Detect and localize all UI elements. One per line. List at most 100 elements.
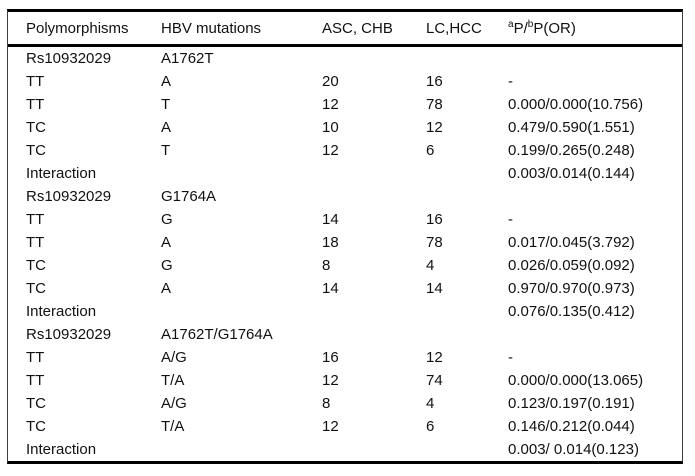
cell-p-or: - xyxy=(508,211,513,228)
table-row: Rs10932029 G1764A xyxy=(8,185,682,208)
cell-asc-chb xyxy=(322,323,426,346)
cell-polymorphisms: TT xyxy=(26,349,45,366)
table-row: TT A 18 78 0.017/0.045(3.792) xyxy=(8,231,682,254)
cell-asc-chb xyxy=(322,300,426,323)
cell-p-or: - xyxy=(508,349,513,366)
table-row: Interaction 0.003/ 0.014(0.123) xyxy=(8,438,682,461)
cell-asc-chb: 8 xyxy=(322,257,331,274)
table-row: Rs10932029 A1762T xyxy=(8,46,682,71)
cell-lc-hcc: 78 xyxy=(426,96,443,113)
cell-lc-hcc: 4 xyxy=(426,395,435,412)
cell-polymorphisms: TT xyxy=(26,211,45,228)
cell-polymorphisms: Interaction xyxy=(26,303,97,320)
cell-lc-hcc xyxy=(426,185,508,208)
table-row: TT T/A 12 74 0.000/0.000(13.065) xyxy=(8,369,682,392)
cell-polymorphisms: TC xyxy=(26,142,46,159)
cell-lc-hcc: 12 xyxy=(426,119,443,136)
cell-polymorphisms: TC xyxy=(26,418,46,435)
table-row: TT A/G 16 12 - xyxy=(8,346,682,369)
cell-hbv-mutations: A/G xyxy=(161,349,187,366)
cell-hbv-mutations: T/A xyxy=(161,418,185,435)
cell-lc-hcc xyxy=(426,438,508,461)
cell-p-or: 0.000/0.000(10.756) xyxy=(508,96,644,113)
col-header-hbv-mutations: HBV mutations xyxy=(161,12,322,47)
cell-hbv-mutations xyxy=(161,300,322,323)
cell-asc-chb: 10 xyxy=(322,119,339,136)
cell-lc-hcc: 6 xyxy=(426,142,435,159)
cell-p-or: 0.003/ 0.014(0.123) xyxy=(508,441,639,458)
p-or-text-1: P/ xyxy=(513,19,528,37)
cell-hbv-mutations: A xyxy=(161,280,172,297)
cell-lc-hcc xyxy=(426,323,508,346)
cell-lc-hcc: 6 xyxy=(426,418,435,435)
table-row: Interaction 0.003/0.014(0.144) xyxy=(8,162,682,185)
cell-polymorphisms: Interaction xyxy=(26,441,97,458)
cell-p-or: 0.123/0.197(0.191) xyxy=(508,395,635,412)
cell-hbv-mutations: A xyxy=(161,73,172,90)
cell-hbv-mutations: A xyxy=(161,119,172,136)
table-row: TT G 14 16 - xyxy=(8,208,682,231)
col-header-polymorphisms: Polymorphisms xyxy=(8,12,161,47)
cell-asc-chb: 14 xyxy=(322,280,339,297)
cell-asc-chb xyxy=(322,46,426,71)
header-row: Polymorphisms HBV mutations ASC, CHB LC,… xyxy=(8,12,682,47)
cell-p-or xyxy=(508,185,682,208)
p-or-text-2: P(OR) xyxy=(533,19,576,37)
cell-polymorphisms: TC xyxy=(26,119,46,136)
cell-asc-chb: 16 xyxy=(322,349,339,366)
cell-p-or: 0.003/0.014(0.144) xyxy=(508,165,635,182)
cell-p-or: 0.000/0.000(13.065) xyxy=(508,372,644,389)
cell-asc-chb xyxy=(322,438,426,461)
cell-hbv-mutations: G xyxy=(161,257,173,274)
col-header-p-or: aP/bP(OR) xyxy=(508,12,682,47)
superscript-b: b xyxy=(527,18,534,30)
cell-asc-chb: 14 xyxy=(322,211,339,228)
col-header-lc-hcc: LC,HCC xyxy=(426,12,508,47)
cell-polymorphisms: Rs10932029 xyxy=(26,326,112,343)
cell-p-or: 0.970/0.970(0.973) xyxy=(508,280,635,297)
cell-hbv-mutations: A/G xyxy=(161,395,187,412)
cell-lc-hcc: 12 xyxy=(426,349,443,366)
cell-hbv-mutations: A1762T/G1764A xyxy=(161,326,273,343)
table-row: TC A 14 14 0.970/0.970(0.973) xyxy=(8,277,682,300)
polymorphism-mutation-table: Polymorphisms HBV mutations ASC, CHB LC,… xyxy=(8,12,682,461)
cell-p-or: 0.479/0.590(1.551) xyxy=(508,119,635,136)
cell-lc-hcc xyxy=(426,300,508,323)
cell-lc-hcc: 74 xyxy=(426,372,443,389)
table-row: TC G 8 4 0.026/0.059(0.092) xyxy=(8,254,682,277)
cell-p-or xyxy=(508,46,682,71)
table-row: TC A/G 8 4 0.123/0.197(0.191) xyxy=(8,392,682,415)
table-body: Rs10932029 A1762T TT A 20 16- TT T 12 78 0.000/0.0… xyxy=(8,46,682,462)
cell-asc-chb: 12 xyxy=(322,96,339,113)
cell-asc-chb: 12 xyxy=(322,142,339,159)
cell-lc-hcc xyxy=(426,46,508,71)
table-row: TT A 20 16 - xyxy=(8,70,682,93)
table-row: TC A 10 12 0.479/0.590(1.551) xyxy=(8,116,682,139)
cell-lc-hcc: 16 xyxy=(426,73,443,90)
table-row: TT T 12 78 0.000/0.000(10.756) xyxy=(8,93,682,116)
cell-lc-hcc: 16 xyxy=(426,211,443,228)
cell-p-or: 0.199/0.265(0.248) xyxy=(508,142,635,159)
cell-p-or: 0.017/0.045(3.792) xyxy=(508,234,635,251)
cell-p-or: 0.076/0.135(0.412) xyxy=(508,303,635,320)
statistics-table: Polymorphisms HBV mutations ASC, CHB LC,… xyxy=(7,9,683,464)
cell-p-or: 0.026/0.059(0.092) xyxy=(508,257,635,274)
table-row: Rs10932029 A1762T/G1764A xyxy=(8,323,682,346)
cell-asc-chb xyxy=(322,185,426,208)
cell-hbv-mutations: A xyxy=(161,234,172,251)
cell-p-or xyxy=(508,323,682,346)
cell-hbv-mutations xyxy=(161,162,322,185)
cell-polymorphisms: Interaction xyxy=(26,165,97,182)
cell-asc-chb: 8 xyxy=(322,395,331,412)
cell-hbv-mutations: A1762T xyxy=(161,50,214,67)
cell-polymorphisms: TC xyxy=(26,395,46,412)
cell-polymorphisms: TT xyxy=(26,234,45,251)
cell-polymorphisms: TT xyxy=(26,96,45,113)
cell-polymorphisms: Rs10932029 xyxy=(26,50,112,67)
cell-hbv-mutations: G1764A xyxy=(161,188,217,205)
cell-lc-hcc xyxy=(426,162,508,185)
cell-hbv-mutations: T xyxy=(161,96,171,113)
cell-asc-chb: 20 xyxy=(322,73,339,90)
table-row: Interaction 0.076/0.135(0.412) xyxy=(8,300,682,323)
